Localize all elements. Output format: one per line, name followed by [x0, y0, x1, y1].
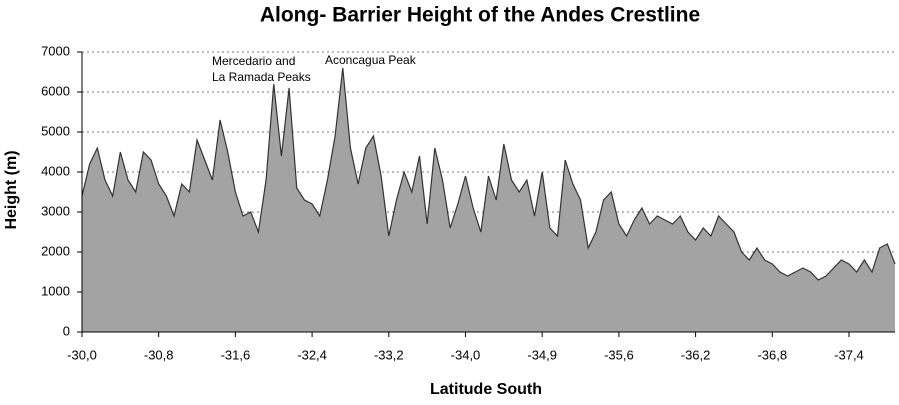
y-tick-label: 6000 [41, 83, 70, 98]
x-tick-label: -33,2 [374, 347, 404, 362]
x-axis-title: Latitude South [430, 381, 542, 398]
x-tick-label: -34,9 [527, 347, 557, 362]
x-tick-label: -35,6 [604, 347, 634, 362]
y-tick-label: 4000 [41, 163, 70, 178]
y-tick-label: 3000 [41, 203, 70, 218]
chart-title: Along- Barrier Height of the Andes Crest… [260, 4, 700, 27]
area-outline [81, 67, 896, 281]
x-tick-label: -34,0 [451, 347, 481, 362]
annotation: Mercedario and [212, 54, 295, 68]
y-tick-label: 0 [63, 323, 70, 338]
x-tick-label: -30,8 [144, 347, 174, 362]
y-tick-label: 5000 [41, 123, 70, 138]
annotation: Aconcagua Peak [325, 53, 417, 67]
x-tick-label: -36,2 [681, 347, 711, 362]
y-tick-label: 7000 [41, 43, 70, 58]
area [82, 68, 895, 332]
x-tick-label: -31,6 [221, 347, 251, 362]
y-tick-label: 1000 [41, 283, 70, 298]
y-tick-label: 2000 [41, 243, 70, 258]
x-tick-label: -32,4 [297, 347, 327, 362]
x-tick-label: -30,0 [67, 347, 97, 362]
y-axis-title: Height (m) [3, 150, 20, 229]
x-tick-label: -37,4 [834, 347, 864, 362]
x-tick-label: -36,8 [757, 347, 787, 362]
annotation: La Ramada Peaks [212, 70, 311, 84]
